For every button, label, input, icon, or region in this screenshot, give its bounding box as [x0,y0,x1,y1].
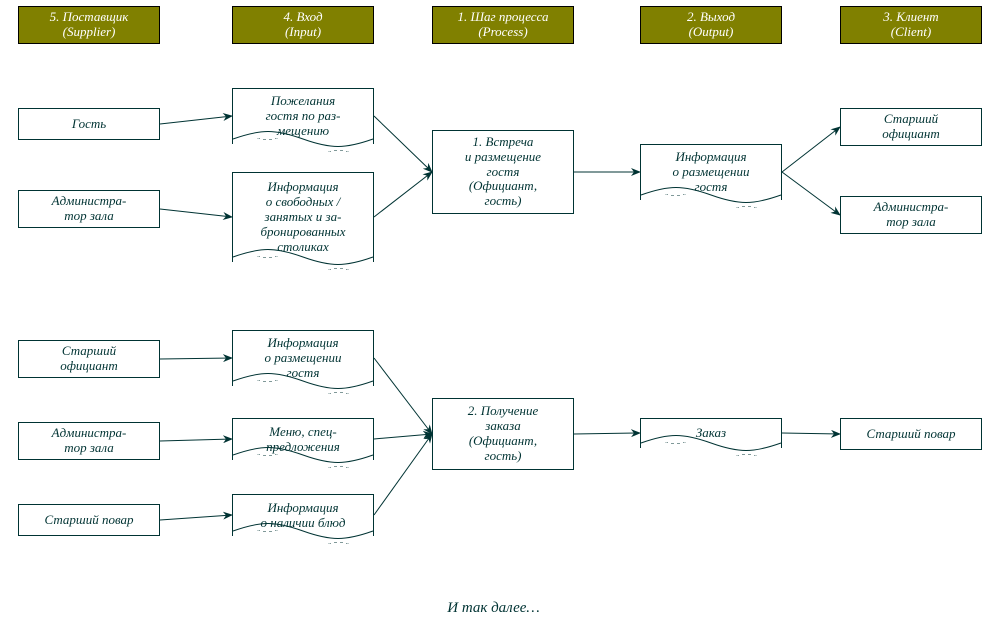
arrow-i1_wish-p1 [374,116,432,172]
c1_admin: Администра-тор зала [840,196,982,234]
s2_waiter: Старшийофициант [18,340,160,378]
h_output: 2. Выход(Output) [640,6,782,44]
i2_info: Информацияо размещениигостя [232,330,374,386]
h_supplier: 5. Поставщик(Supplier) [18,6,160,44]
o2: Заказ [640,418,782,448]
i2_dish: Информацияо наличии блюд [232,494,374,536]
footer-text: И так далее… [0,600,987,617]
arrow-s2_admin-i2_menu [160,439,232,441]
i2_menu: Меню, спец-предложения [232,418,374,460]
arrow-i1_info-p1 [374,172,432,217]
arrow-p2-o2 [574,433,640,434]
i1_wish: Пожеланиягостя по раз-мещению [232,88,374,144]
i1_info: Информацияо свободных /занятых и за-брон… [232,172,374,262]
arrow-o1-c1_admin [782,172,840,215]
arrow-i2_dish-p2 [374,434,432,515]
arrow-s2_waiter-i2_info [160,358,232,359]
h_client: 3. Клиент(Client) [840,6,982,44]
s1_guest: Гость [18,108,160,140]
c2_chef: Старший повар [840,418,982,450]
p2: 2. Получениезаказа(Официант,гость) [432,398,574,470]
o1: Информацияо размещениигостя [640,144,782,200]
h_process: 1. Шаг процесса(Process) [432,6,574,44]
arrow-i2_menu-p2 [374,434,432,439]
arrow-s2_chef-i2_dish [160,515,232,520]
arrow-o1-c1_waiter [782,127,840,172]
s2_chef: Старший повар [18,504,160,536]
h_input: 4. Вход(Input) [232,6,374,44]
arrow-s1_guest-i1_wish [160,116,232,124]
arrow-i2_info-p2 [374,358,432,434]
arrow-o2-c2_chef [782,433,840,434]
p1: 1. Встречаи размещениегостя(Официант,гос… [432,130,574,214]
c1_waiter: Старшийофициант [840,108,982,146]
arrow-s1_admin-i1_info [160,209,232,217]
s1_admin: Администра-тор зала [18,190,160,228]
s2_admin: Администра-тор зала [18,422,160,460]
